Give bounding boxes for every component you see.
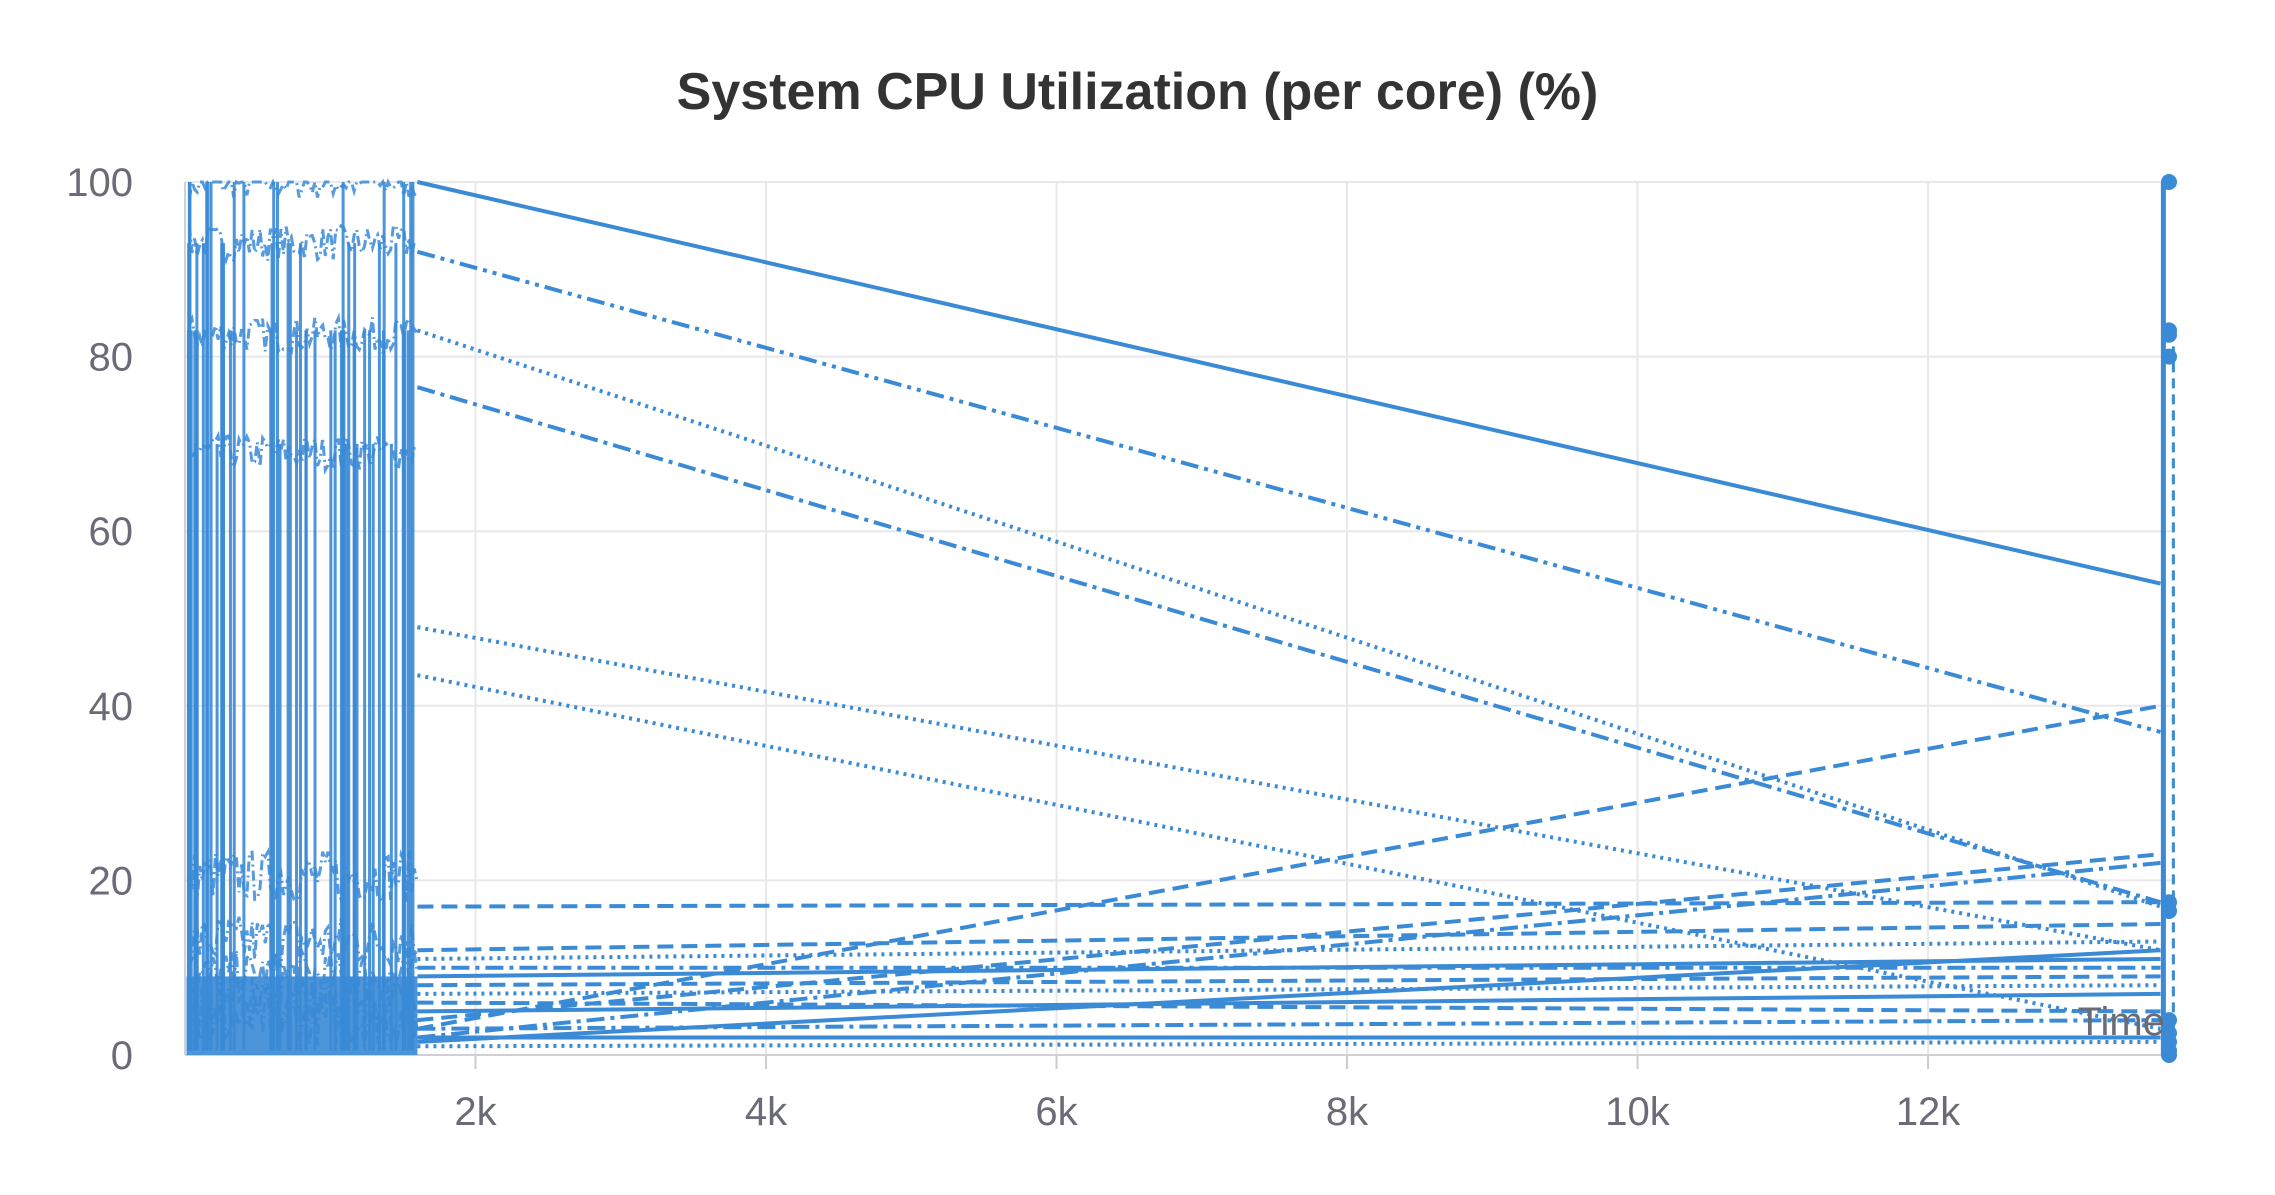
- series-end-point: [2161, 1012, 2177, 1029]
- x-tick-label: 8k: [1326, 1090, 1369, 1134]
- series-line: [416, 180, 2161, 586]
- y-tick-label: 40: [89, 685, 134, 729]
- series-end-point: [2161, 326, 2177, 343]
- series-line: [417, 900, 2161, 909]
- burst-trace: [187, 847, 419, 906]
- x-axis-label: Time: [2078, 1000, 2165, 1044]
- burst-trace: [187, 223, 418, 266]
- series-line: [417, 922, 2161, 953]
- y-tick-label: 60: [89, 510, 134, 554]
- series-line: [417, 1000, 2161, 1014]
- chart-title: System CPU Utilization (per core) (%): [676, 63, 1599, 121]
- x-tick-label: 12k: [1896, 1090, 1961, 1134]
- series-line: [416, 249, 2162, 734]
- y-tick-label: 20: [89, 859, 134, 903]
- series-line: [417, 1039, 2161, 1049]
- x-tick-label: 4k: [745, 1090, 788, 1134]
- burst-trace: [187, 916, 418, 971]
- series-line: [417, 860, 2161, 1040]
- series-line: [416, 385, 2162, 905]
- series-line: [417, 1018, 2161, 1031]
- series-end-point: [2161, 174, 2177, 190]
- series-line: [417, 939, 2161, 961]
- series-line: [417, 948, 2161, 1044]
- series-line: [416, 328, 2162, 909]
- series-line: [417, 957, 2161, 979]
- x-tick-label: 10k: [1605, 1090, 1670, 1134]
- series-line: [417, 991, 2161, 1014]
- series-line: [417, 625, 2161, 953]
- y-tick-label: 80: [89, 336, 134, 380]
- y-tick-label: 0: [111, 1034, 133, 1078]
- x-tick-label: 6k: [1035, 1090, 1078, 1134]
- burst-baseline-fill: [186, 976, 418, 1055]
- burst-trace: [187, 177, 418, 200]
- series-end-point: [2161, 1047, 2177, 1063]
- series-end-point: [2161, 902, 2177, 919]
- x-tick-label: 2k: [454, 1090, 497, 1134]
- series-line: [417, 974, 2161, 988]
- series-line: [417, 983, 2161, 996]
- series-end-point: [2161, 348, 2177, 365]
- y-tick-label: 100: [66, 161, 133, 205]
- series-line: [417, 673, 2161, 1031]
